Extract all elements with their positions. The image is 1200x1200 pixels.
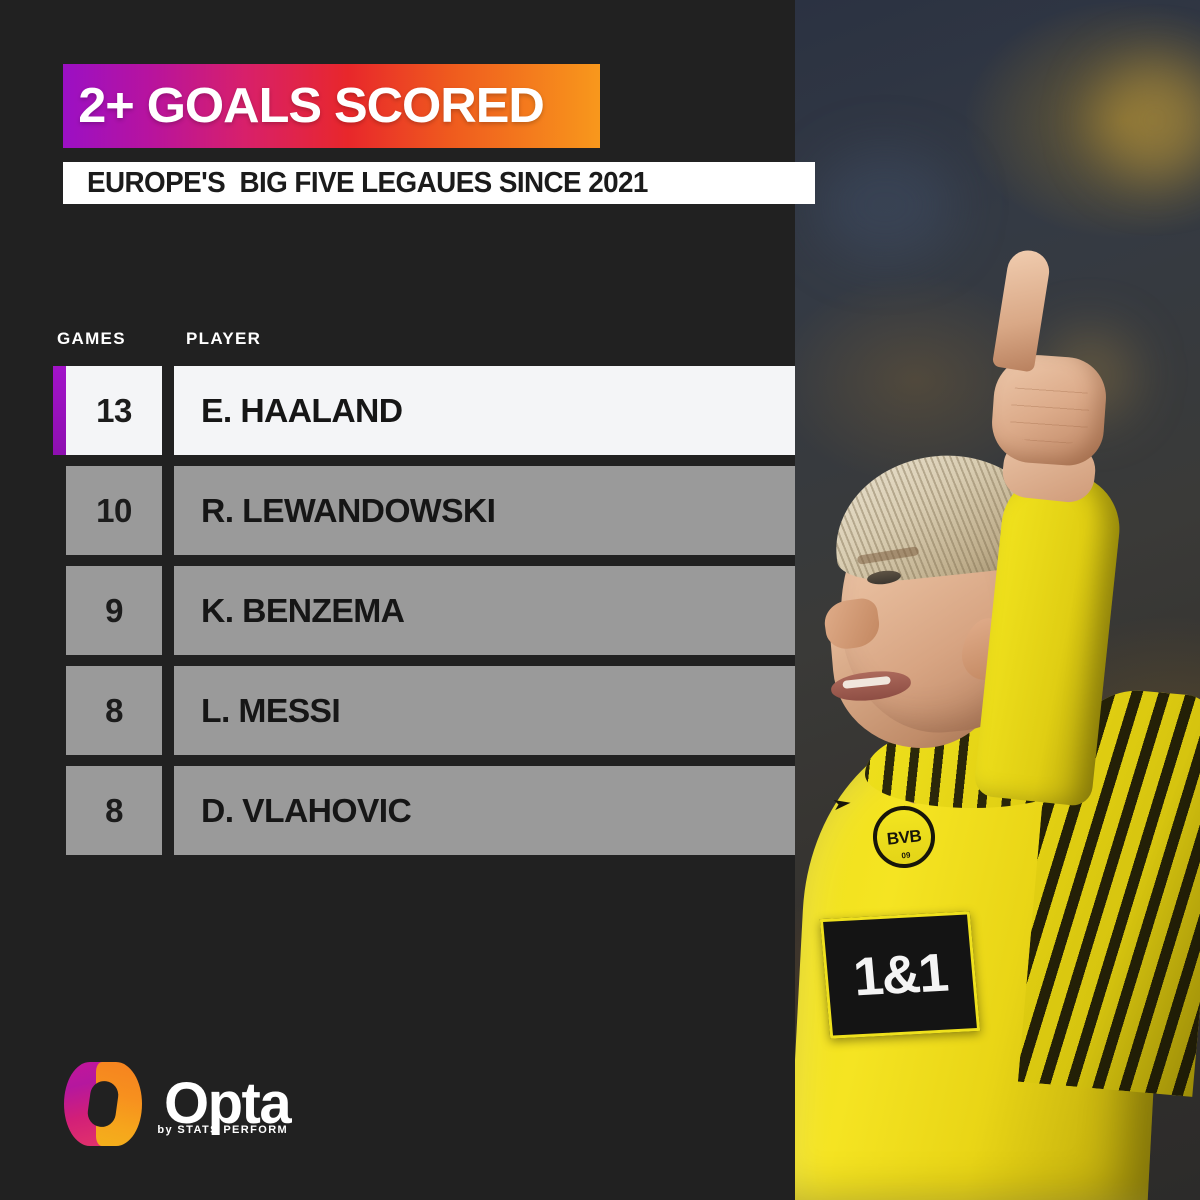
row-games-value: 13 [96, 392, 132, 429]
row-player-name: R. LEWANDOWSKI [201, 492, 496, 529]
table-column-headers: GAMES PLAYER [53, 330, 793, 354]
column-header-games: GAMES [57, 329, 126, 348]
title-banner: 2+ GOALS SCORED [63, 64, 600, 148]
table-row[interactable]: 13 E. HAALAND [53, 366, 795, 455]
row-games-cell: 8 [66, 666, 162, 755]
row-player-cell: L. MESSI [174, 666, 795, 755]
row-games-cell: 10 [66, 466, 162, 555]
row-player-name: L. MESSI [201, 692, 341, 729]
cell-gap [162, 666, 174, 755]
cell-gap [162, 566, 174, 655]
table-row[interactable]: 10 R. LEWANDOWSKI [53, 466, 795, 555]
row-player-cell: D. VLAHOVIC [174, 766, 795, 855]
row-player-cell: E. HAALAND [174, 366, 795, 455]
row-accent-bar [53, 566, 66, 655]
opta-wordmark-text: Opta [164, 1071, 292, 1136]
row-games-value: 8 [105, 792, 123, 829]
leaderboard-table: 13 E. HAALAND 10 R. LEWANDOWSKI 9 [53, 366, 795, 866]
page-subtitle: EUROPE'S BIG FIVE LEGAUES SINCE 2021 [87, 166, 648, 199]
row-player-cell: R. LEWANDOWSKI [174, 466, 795, 555]
row-player-name: E. HAALAND [201, 392, 403, 429]
subtitle-bar: EUROPE'S BIG FIVE LEGAUES SINCE 2021 [63, 162, 815, 204]
row-accent-bar [53, 766, 66, 855]
opta-mark-icon [64, 1062, 142, 1146]
row-accent-bar [53, 366, 66, 455]
row-games-value: 8 [105, 692, 123, 729]
shirt-sponsor-text: 1&1 [850, 942, 950, 1008]
bokeh-light [815, 150, 955, 260]
table-row[interactable]: 8 D. VLAHOVIC [53, 766, 795, 855]
player-photo: BVB 09 1&1 [795, 0, 1200, 1200]
row-accent-bar [53, 666, 66, 755]
bvb-badge-year: 09 [901, 850, 911, 861]
row-games-cell: 8 [66, 766, 162, 855]
cell-gap [162, 366, 174, 455]
opta-logo: Opta by STATS PERFORM [64, 1062, 292, 1146]
player-pointing-finger [991, 247, 1053, 373]
row-player-name: K. BENZEMA [201, 592, 405, 629]
bokeh-light [1095, 60, 1200, 180]
row-player-cell: K. BENZEMA [174, 566, 795, 655]
row-games-value: 10 [96, 492, 132, 529]
table-row[interactable]: 8 L. MESSI [53, 666, 795, 755]
table-row[interactable]: 9 K. BENZEMA [53, 566, 795, 655]
page-title: 2+ GOALS SCORED [78, 78, 545, 133]
infographic-content: 2+ GOALS SCORED EUROPE'S BIG FIVE LEGAUE… [53, 64, 815, 1146]
row-player-name: D. VLAHOVIC [201, 792, 412, 829]
row-games-cell: 13 [66, 366, 162, 455]
opta-wordmark: Opta by STATS PERFORM [157, 1071, 292, 1136]
cell-gap [162, 466, 174, 555]
bvb-badge-text: BVB [885, 825, 923, 849]
row-games-cell: 9 [66, 566, 162, 655]
opta-byline: by STATS PERFORM [157, 1124, 289, 1136]
cell-gap [162, 766, 174, 855]
player-fist [989, 352, 1109, 468]
column-header-player: PLAYER [186, 329, 262, 348]
row-accent-bar [53, 466, 66, 555]
shirt-sponsor-logo: 1&1 [819, 911, 981, 1039]
puma-logo-icon [830, 793, 853, 816]
row-games-value: 9 [105, 592, 123, 629]
